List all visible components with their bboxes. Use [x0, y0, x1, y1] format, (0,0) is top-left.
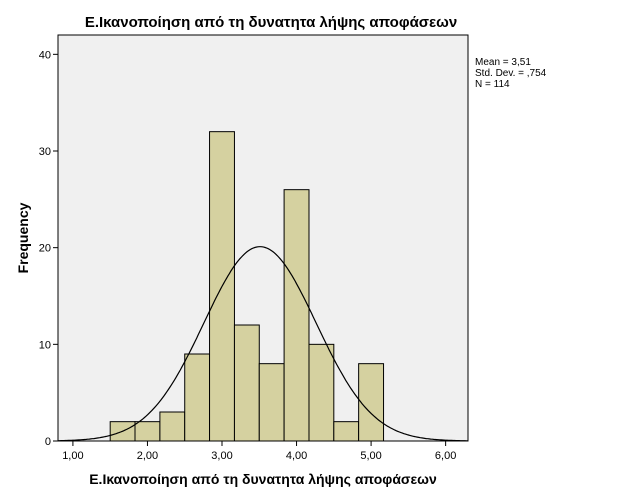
x-axis-ticks: 1,00 2,00 3,00 4,00 5,00 6,00: [62, 441, 456, 462]
y-tick-label-4: 40: [39, 49, 51, 61]
histogram-bar-9: [333, 421, 360, 442]
histogram-bar-6: [258, 363, 285, 442]
x-tick-label-3: 4,00: [286, 450, 307, 462]
y-tick-label-2: 20: [39, 243, 51, 255]
x-tick-label-5: 6,00: [435, 450, 456, 462]
histogram-bar-7: [283, 189, 310, 442]
x-tick-label-2: 3,00: [211, 450, 232, 462]
y-tick-label-1: 10: [39, 339, 51, 351]
y-axis-label: Frequency: [15, 202, 31, 273]
x-tick-label-0: 1,00: [62, 450, 83, 462]
histogram-bar-5: [233, 324, 260, 442]
chart-title: Ε.Ικανοποίηση από τη δυνατητα λήψης αποφ…: [85, 14, 457, 31]
y-tick-label-3: 30: [39, 146, 51, 158]
histogram-bar-2: [159, 411, 186, 442]
stats-line-0: Mean = 3,51: [475, 57, 531, 68]
y-axis-ticks: 0 10 20 30 40: [39, 49, 58, 448]
x-tick-label-1: 2,00: [137, 450, 158, 462]
histogram-bar-1: [134, 421, 161, 442]
histogram-bars: [109, 131, 385, 442]
histogram-bar-3: [184, 353, 211, 442]
x-tick-label-4: 5,00: [360, 450, 381, 462]
y-tick-label-0: 0: [45, 436, 51, 448]
histogram-bar-8: [308, 343, 335, 442]
stats-line-2: N = 114: [475, 79, 510, 90]
stats-line-1: Std. Dev. = ,754: [475, 68, 547, 79]
normal-curve: [58, 246, 468, 442]
x-axis-label: Ε.Ικανοποίηση από τη δυνατητα λήψης αποφ…: [89, 471, 437, 487]
histogram-bar-10: [358, 363, 385, 442]
